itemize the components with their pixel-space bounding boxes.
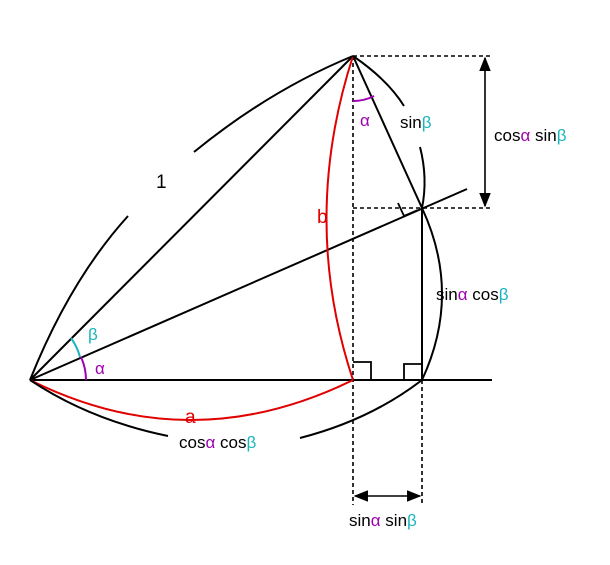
arc-cos-cos-right [299, 379, 423, 439]
label-alpha-apex: α [360, 111, 370, 130]
label-beta-origin: β [88, 325, 98, 344]
beta-ray [29, 188, 468, 381]
label-a: a [185, 407, 196, 428]
right-angle-mark-b [353, 361, 372, 380]
arc-b [325, 55, 354, 381]
sin-beta-segment [352, 55, 423, 209]
alpha-angle-arc [80, 356, 87, 381]
label-alpha-origin: α [95, 359, 105, 378]
alpha-apex-arc [352, 95, 375, 103]
arc-sin-beta-lower [419, 146, 426, 209]
label-sin-beta: sinβ [400, 113, 432, 132]
label-b: b [317, 207, 328, 228]
arc-one-upper [193, 55, 354, 153]
label-sin-alpha-sin-beta: sinα sinβ [349, 511, 417, 530]
arc-sin-alpha-cos-beta [421, 207, 443, 381]
beta-angle-arc [70, 337, 81, 358]
hypotenuse-unit [29, 55, 354, 381]
arc-one-lower [29, 215, 129, 381]
label-cos-alpha-cos-beta: cosα cosβ [179, 433, 256, 452]
label-one: 1 [156, 172, 167, 193]
arc-cos-cos-left [29, 379, 169, 437]
arc-a [29, 379, 354, 421]
label-cos-alpha-sin-beta: cosα sinβ [494, 126, 567, 145]
arc-sin-beta-upper [352, 55, 405, 107]
label-sin-alpha-cos-beta: sinα cosβ [436, 285, 509, 304]
right-angle-mark-foot [403, 363, 422, 380]
right-angle-mark-top [397, 202, 419, 218]
